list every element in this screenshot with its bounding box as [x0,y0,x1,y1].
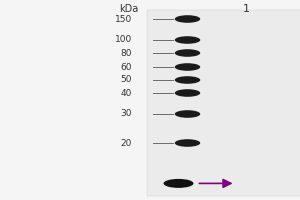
Ellipse shape [175,139,200,147]
Ellipse shape [175,49,200,57]
Ellipse shape [175,63,200,71]
Ellipse shape [175,76,200,84]
Text: 30: 30 [121,110,132,118]
Ellipse shape [175,15,200,23]
Text: 60: 60 [121,62,132,72]
Text: 80: 80 [121,48,132,58]
Text: 100: 100 [115,36,132,45]
Ellipse shape [175,110,200,118]
Text: 20: 20 [121,138,132,148]
Text: 50: 50 [121,75,132,84]
Ellipse shape [175,89,200,97]
Text: 150: 150 [115,15,132,23]
Ellipse shape [164,179,194,188]
FancyBboxPatch shape [147,10,300,196]
Text: 1: 1 [242,4,250,14]
Ellipse shape [175,36,200,44]
Text: 40: 40 [121,88,132,98]
Text: kDa: kDa [119,4,138,14]
